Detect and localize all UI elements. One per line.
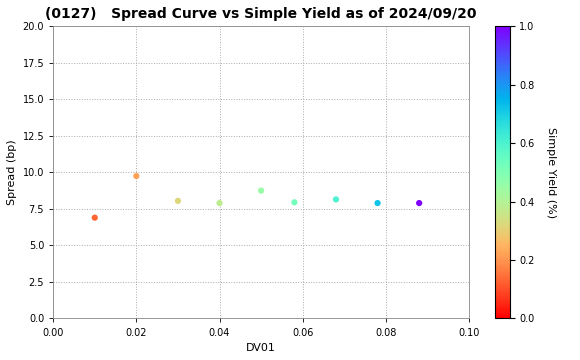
X-axis label: DV01: DV01	[246, 343, 276, 353]
Point	[373, 200, 382, 206]
Y-axis label: Spread (bp): Spread (bp)	[7, 140, 17, 205]
Title: (0127)   Spread Curve vs Simple Yield as of 2024/09/20: (0127) Spread Curve vs Simple Yield as o…	[45, 7, 477, 21]
Point	[173, 198, 183, 204]
Y-axis label: Simple Yield (%): Simple Yield (%)	[546, 127, 556, 218]
Point	[256, 188, 266, 194]
Point	[290, 199, 299, 205]
Point	[90, 215, 99, 221]
Point	[215, 200, 224, 206]
Point	[331, 197, 340, 202]
Point	[415, 200, 424, 206]
Point	[132, 173, 141, 179]
